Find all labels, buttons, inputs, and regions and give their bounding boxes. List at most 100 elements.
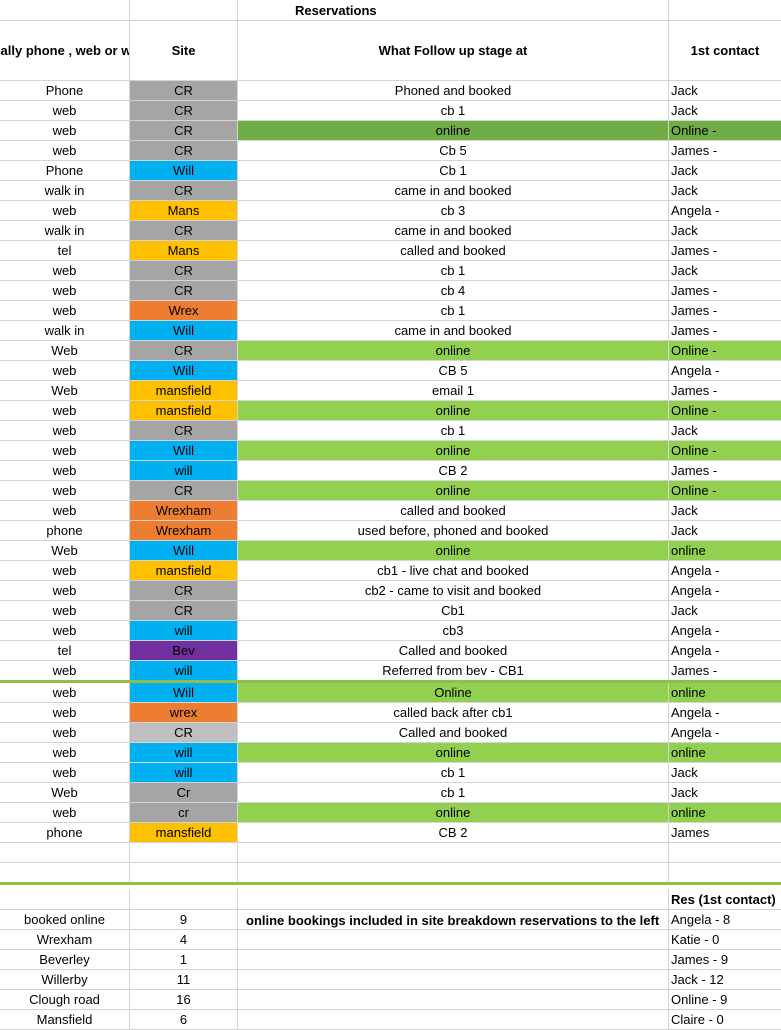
origin-cell[interactable]: web bbox=[0, 261, 130, 280]
origin-cell[interactable]: Phone bbox=[0, 81, 130, 100]
contact-cell[interactable]: Jack bbox=[671, 765, 698, 780]
cell[interactable] bbox=[238, 0, 669, 20]
origin-cell[interactable]: Web bbox=[0, 341, 130, 360]
contact-cell[interactable]: James - bbox=[671, 663, 718, 678]
summary-count[interactable]: 16 bbox=[130, 990, 238, 1009]
contact-cell[interactable]: Jack bbox=[671, 503, 698, 518]
stage-cell[interactable]: cb 1 bbox=[238, 301, 669, 320]
stage-cell[interactable]: came in and booked bbox=[238, 221, 669, 240]
site-cell[interactable]: CR bbox=[130, 341, 238, 360]
stage-cell[interactable]: online bbox=[238, 341, 669, 360]
site-cell[interactable]: Will bbox=[130, 321, 238, 340]
origin-cell[interactable]: web bbox=[0, 441, 130, 460]
contact-cell[interactable]: James - bbox=[671, 383, 718, 398]
contact-cell[interactable]: Online - bbox=[669, 441, 781, 460]
origin-cell[interactable]: web bbox=[0, 703, 130, 722]
stage-cell[interactable]: Called and booked bbox=[238, 641, 669, 660]
stage-cell[interactable]: online bbox=[238, 541, 669, 560]
summary-count[interactable]: 11 bbox=[130, 970, 238, 989]
stage-cell[interactable]: cb 1 bbox=[238, 421, 669, 440]
contact-cell[interactable]: Online - bbox=[669, 341, 781, 360]
origin-cell[interactable]: web bbox=[0, 201, 130, 220]
contact-cell[interactable]: Angela - bbox=[671, 725, 720, 740]
contact-cell[interactable]: Jack bbox=[671, 183, 698, 198]
cell[interactable] bbox=[130, 889, 238, 909]
contact-cell[interactable]: Online - bbox=[669, 401, 781, 420]
stage-cell[interactable]: Online bbox=[238, 683, 669, 702]
contact-cell[interactable]: online bbox=[669, 541, 781, 560]
stage-cell[interactable]: online bbox=[238, 441, 669, 460]
stage-cell[interactable]: Called and booked bbox=[238, 723, 669, 742]
site-cell[interactable] bbox=[130, 863, 238, 882]
contact-cell[interactable]: online bbox=[669, 803, 781, 822]
stage-cell[interactable]: cb 4 bbox=[238, 281, 669, 300]
summary-label[interactable]: Clough road bbox=[0, 990, 130, 1009]
stage-cell[interactable]: Phoned and booked bbox=[238, 81, 669, 100]
origin-cell[interactable] bbox=[0, 843, 130, 862]
origin-cell[interactable]: web bbox=[0, 803, 130, 822]
origin-cell[interactable]: web bbox=[0, 101, 130, 120]
origin-cell[interactable]: Web bbox=[0, 381, 130, 400]
cell[interactable] bbox=[130, 0, 238, 20]
stage-cell[interactable]: cb 3 bbox=[238, 201, 669, 220]
origin-cell[interactable]: tel bbox=[0, 641, 130, 660]
contact-cell[interactable]: James - bbox=[671, 303, 718, 318]
cell[interactable] bbox=[238, 889, 669, 909]
summary-count[interactable]: 4 bbox=[130, 930, 238, 949]
summary-contact[interactable]: Jack - 12 bbox=[671, 972, 724, 987]
site-cell[interactable]: mansfield bbox=[130, 823, 238, 842]
stage-cell[interactable]: called and booked bbox=[238, 241, 669, 260]
site-cell[interactable]: CR bbox=[130, 481, 238, 500]
site-cell[interactable]: Wrexham bbox=[130, 521, 238, 540]
site-cell[interactable]: CR bbox=[130, 221, 238, 240]
contact-cell[interactable]: James - bbox=[671, 143, 718, 158]
contact-cell[interactable]: Jack bbox=[671, 423, 698, 438]
site-cell[interactable]: CR bbox=[130, 261, 238, 280]
origin-cell[interactable]: Web bbox=[0, 541, 130, 560]
stage-cell[interactable]: email 1 bbox=[238, 381, 669, 400]
site-cell[interactable]: Bev bbox=[130, 641, 238, 660]
summary-contact[interactable]: Angela - 8 bbox=[671, 912, 731, 927]
summary-contact[interactable]: James - 9 bbox=[671, 952, 729, 967]
header-stage[interactable]: What Follow up stage at bbox=[238, 21, 669, 80]
stage-cell[interactable]: online bbox=[238, 401, 669, 420]
origin-cell[interactable]: Phone bbox=[0, 161, 130, 180]
contact-cell[interactable]: online bbox=[669, 743, 781, 762]
site-cell[interactable] bbox=[130, 843, 238, 862]
site-cell[interactable]: CR bbox=[130, 281, 238, 300]
summary-note[interactable]: online bookings included in site breakdo… bbox=[246, 913, 660, 928]
contact-cell[interactable]: James - bbox=[671, 323, 718, 338]
origin-cell[interactable]: walk in bbox=[0, 181, 130, 200]
site-cell[interactable]: CR bbox=[130, 421, 238, 440]
summary-contact-header[interactable]: Res (1st contact) bbox=[671, 891, 776, 907]
summary-count[interactable]: 9 bbox=[130, 910, 238, 929]
origin-cell[interactable]: web bbox=[0, 461, 130, 480]
origin-cell[interactable]: web bbox=[0, 621, 130, 640]
site-cell[interactable]: Will bbox=[130, 541, 238, 560]
site-cell[interactable]: wrex bbox=[130, 703, 238, 722]
stage-cell[interactable]: called back after cb1 bbox=[238, 703, 669, 722]
cell[interactable] bbox=[669, 0, 781, 20]
site-cell[interactable]: cr bbox=[130, 803, 238, 822]
summary-label[interactable]: Willerby bbox=[0, 970, 130, 989]
origin-cell[interactable]: web bbox=[0, 661, 130, 680]
origin-cell[interactable]: walk in bbox=[0, 321, 130, 340]
stage-cell[interactable]: cb 1 bbox=[238, 261, 669, 280]
contact-cell[interactable] bbox=[669, 843, 781, 862]
origin-cell[interactable]: Web bbox=[0, 783, 130, 802]
summary-label[interactable]: Wrexham bbox=[0, 930, 130, 949]
origin-cell[interactable]: web bbox=[0, 743, 130, 762]
origin-cell[interactable]: web bbox=[0, 121, 130, 140]
origin-cell[interactable]: phone bbox=[0, 521, 130, 540]
cell[interactable] bbox=[0, 889, 130, 909]
contact-cell[interactable]: Jack bbox=[671, 785, 698, 800]
origin-cell[interactable]: web bbox=[0, 763, 130, 782]
stage-cell[interactable]: called and booked bbox=[238, 501, 669, 520]
site-cell[interactable]: Mans bbox=[130, 241, 238, 260]
origin-cell[interactable]: web bbox=[0, 281, 130, 300]
summary-empty[interactable] bbox=[238, 930, 669, 949]
stage-cell[interactable]: online bbox=[238, 743, 669, 762]
contact-cell[interactable]: Jack bbox=[671, 263, 698, 278]
site-cell[interactable]: Wrexham bbox=[130, 501, 238, 520]
contact-cell[interactable]: James bbox=[671, 825, 710, 840]
